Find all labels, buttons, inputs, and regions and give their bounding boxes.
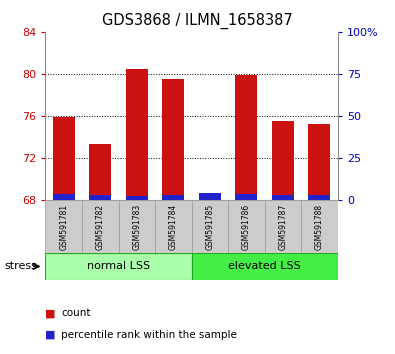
Text: count: count (61, 308, 91, 318)
Bar (126, 69, 148, 200)
Bar (192, 253, 338, 280)
Text: GSM591787: GSM591787 (278, 204, 288, 250)
Text: GSM591785: GSM591785 (205, 204, 214, 250)
Text: GSM591783: GSM591783 (132, 204, 141, 250)
Text: GSM591786: GSM591786 (242, 204, 251, 250)
Bar (301, 200, 338, 253)
Bar (89, 195, 111, 200)
Bar (45, 200, 82, 253)
Bar (235, 75, 258, 200)
Bar (162, 195, 184, 200)
Text: GSM591782: GSM591782 (96, 204, 105, 250)
Text: elevated LSS: elevated LSS (228, 261, 301, 272)
Text: GSM591784: GSM591784 (169, 204, 178, 250)
Bar (228, 200, 265, 253)
Bar (45, 253, 192, 280)
Text: percentile rank within the sample: percentile rank within the sample (61, 330, 237, 339)
Text: GSM591781: GSM591781 (59, 204, 68, 250)
Bar (272, 195, 294, 200)
Bar (272, 121, 294, 200)
Bar (199, 196, 221, 200)
Bar (126, 196, 148, 200)
Bar (53, 117, 75, 200)
Bar (265, 200, 301, 253)
Text: stress: stress (4, 261, 37, 272)
Text: normal LSS: normal LSS (87, 261, 150, 272)
Text: GSM591788: GSM591788 (315, 204, 324, 250)
Text: GDS3868 / ILMN_1658387: GDS3868 / ILMN_1658387 (102, 12, 293, 29)
Bar (192, 200, 228, 253)
Bar (308, 195, 330, 200)
Bar (162, 79, 184, 200)
Bar (89, 144, 111, 200)
Text: ■: ■ (45, 308, 56, 318)
Text: ■: ■ (45, 330, 56, 339)
Bar (235, 194, 258, 200)
Bar (155, 200, 192, 253)
Bar (82, 200, 118, 253)
Bar (53, 194, 75, 200)
Bar (199, 193, 221, 200)
Bar (118, 200, 155, 253)
Bar (308, 124, 330, 200)
